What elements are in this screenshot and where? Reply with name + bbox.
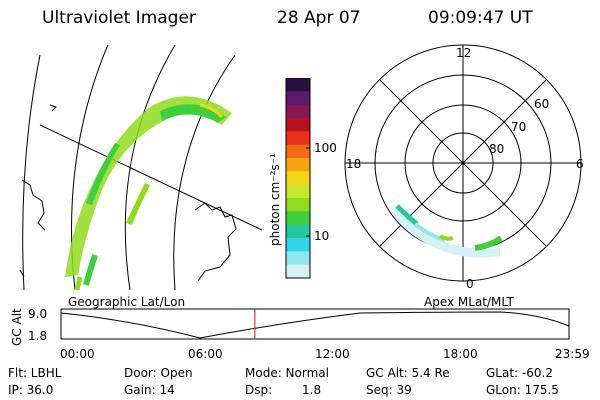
geographic-label: Geographic Lat/Lon — [68, 295, 186, 309]
filter-info: Flt: LBHL — [8, 366, 62, 380]
coastline-2 — [49, 104, 57, 112]
aurora-band-polar — [391, 204, 503, 258]
colorbar-segment — [286, 238, 310, 252]
geographic-map — [19, 45, 262, 290]
colorbar-segment — [286, 171, 310, 186]
instrument-title: Ultraviolet Imager — [42, 8, 196, 28]
timeline-xtick-1800: 18:00 — [443, 347, 478, 361]
coastline-4 — [19, 269, 25, 278]
colorbar-segment — [286, 211, 310, 226]
color-scale-bar — [285, 78, 311, 279]
mode-info: Mode: Normal — [245, 366, 329, 380]
lat-arc-1 — [22, 54, 41, 290]
timeline-xtick-0000: 00:00 — [60, 347, 95, 361]
lat-label-60: 60 — [534, 97, 550, 111]
colorbar-segment — [286, 184, 310, 199]
timeline-xtick-0600: 06:00 — [188, 347, 223, 361]
mlt-label-0: 0 — [466, 277, 474, 291]
colorbar-segment — [286, 198, 310, 212]
altitude-curve — [60, 311, 570, 339]
colorbar-tick-10: 10 — [314, 229, 330, 243]
colorbar-segment — [286, 131, 310, 146]
gain-info: Gain: 14 — [124, 383, 175, 397]
timeline-ytick-low: 1.8 — [28, 329, 48, 343]
colorbar-segment — [286, 104, 310, 119]
colorbar-segment — [286, 78, 310, 92]
colorbar-segment — [286, 251, 310, 266]
apex-label: Apex MLat/MLT — [424, 295, 514, 309]
aurora-band-geo — [65, 96, 232, 290]
lat-arc-3 — [124, 45, 176, 290]
dsp-label: Dsp: — [245, 383, 273, 397]
lat-label-80: 80 — [489, 142, 505, 156]
mlt-label-12: 12 — [456, 46, 472, 60]
mlt-label-18: 18 — [346, 157, 362, 171]
coastline-3 — [194, 202, 237, 282]
lat-arc-4 — [173, 54, 236, 290]
timeline-xtick-2359: 23:59 — [555, 347, 590, 361]
observation-date: 28 Apr 07 — [277, 8, 361, 28]
seq-info: Seq: 39 — [366, 383, 412, 397]
colorbar-segment — [286, 264, 310, 279]
ip-info: IP: 36.0 — [8, 383, 54, 397]
lat-label-70: 70 — [511, 120, 527, 134]
colorbar-segment — [286, 118, 310, 132]
polar-mlt-plot — [344, 44, 582, 282]
glat-info: GLat: -60.2 — [486, 366, 553, 380]
timeline-ylabel: GC Alt — [10, 308, 24, 346]
colorbar-segment — [286, 144, 310, 159]
colorbar-segment — [286, 158, 310, 172]
lon-line — [39, 124, 262, 231]
colorbar-segment — [286, 91, 310, 106]
colorbar-tick-100: 100 — [314, 141, 337, 155]
timeline-ytick-high: 9.0 — [28, 307, 48, 321]
colorbar-unit-label: photon cm⁻²s⁻¹ — [268, 153, 282, 246]
timeline-xtick-1200: 12:00 — [315, 347, 350, 361]
altitude-timeline — [60, 308, 570, 340]
door-info: Door: Open — [124, 366, 193, 380]
mlt-label-6: 6 — [576, 157, 584, 171]
glon-info: GLon: 175.5 — [486, 383, 559, 397]
dsp-value: 1.8 — [302, 383, 322, 397]
coastline-1 — [21, 179, 46, 231]
observation-time: 09:09:47 UT — [428, 8, 533, 28]
colorbar-segment — [286, 224, 310, 239]
gc-alt-info: GC Alt: 5.4 Re — [366, 366, 450, 380]
